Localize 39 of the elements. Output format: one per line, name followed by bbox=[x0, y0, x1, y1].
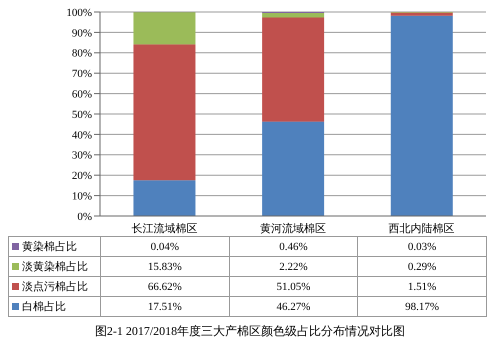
data-label: 0.46% bbox=[229, 236, 358, 256]
bar bbox=[133, 44, 196, 180]
y-tick-label: 90% bbox=[72, 27, 92, 40]
y-tick-label: 80% bbox=[72, 48, 92, 60]
y-tick-label: 20% bbox=[72, 170, 92, 182]
x-tick-label: 黄河流域棉区 bbox=[260, 222, 326, 235]
data-label: 0.29% bbox=[358, 256, 486, 276]
y-tick-label: 100% bbox=[66, 6, 92, 19]
data-label: 1.51% bbox=[358, 276, 486, 296]
y-tick-label: 0% bbox=[77, 210, 92, 223]
bar bbox=[262, 122, 324, 216]
bar bbox=[390, 16, 453, 216]
bar bbox=[262, 17, 324, 122]
data-label: 46.27% bbox=[229, 296, 358, 316]
text: 图2-1 2017/2018年度三大产棉区颜色级占比分布情况对比图 bbox=[94, 323, 406, 340]
data-label: 98.17% bbox=[358, 296, 486, 316]
y-tick-label: 70% bbox=[72, 68, 92, 80]
data-label: 66.62% bbox=[100, 276, 230, 296]
data-label: 17.51% bbox=[100, 296, 230, 316]
bar bbox=[133, 180, 196, 216]
bar bbox=[133, 12, 196, 44]
legend-label: 黄染棉占比 bbox=[8, 236, 100, 256]
data-label: 15.83% bbox=[100, 256, 230, 276]
y-tick-label: 40% bbox=[72, 129, 92, 142]
bar bbox=[262, 12, 324, 18]
data-label: 0.04% bbox=[100, 236, 230, 256]
x-tick-label: 西北内陆棉区 bbox=[388, 222, 455, 235]
y-tick-label: 30% bbox=[72, 150, 92, 162]
bar bbox=[390, 12, 453, 16]
y-tick-label: 60% bbox=[72, 88, 92, 101]
legend-label: 白棉占比 bbox=[8, 296, 100, 316]
data-label: 2.22% bbox=[229, 256, 358, 276]
x-tick-label: 长江流域棉区 bbox=[131, 222, 198, 235]
data-label: 0.03% bbox=[358, 236, 486, 256]
data-label: 51.05% bbox=[229, 276, 358, 296]
legend-label: 淡点污棉占比 bbox=[8, 276, 100, 296]
y-tick-label: 10% bbox=[72, 190, 92, 203]
y-tick-label: 50% bbox=[72, 108, 92, 121]
legend-label: 淡黄染棉占比 bbox=[8, 256, 100, 276]
